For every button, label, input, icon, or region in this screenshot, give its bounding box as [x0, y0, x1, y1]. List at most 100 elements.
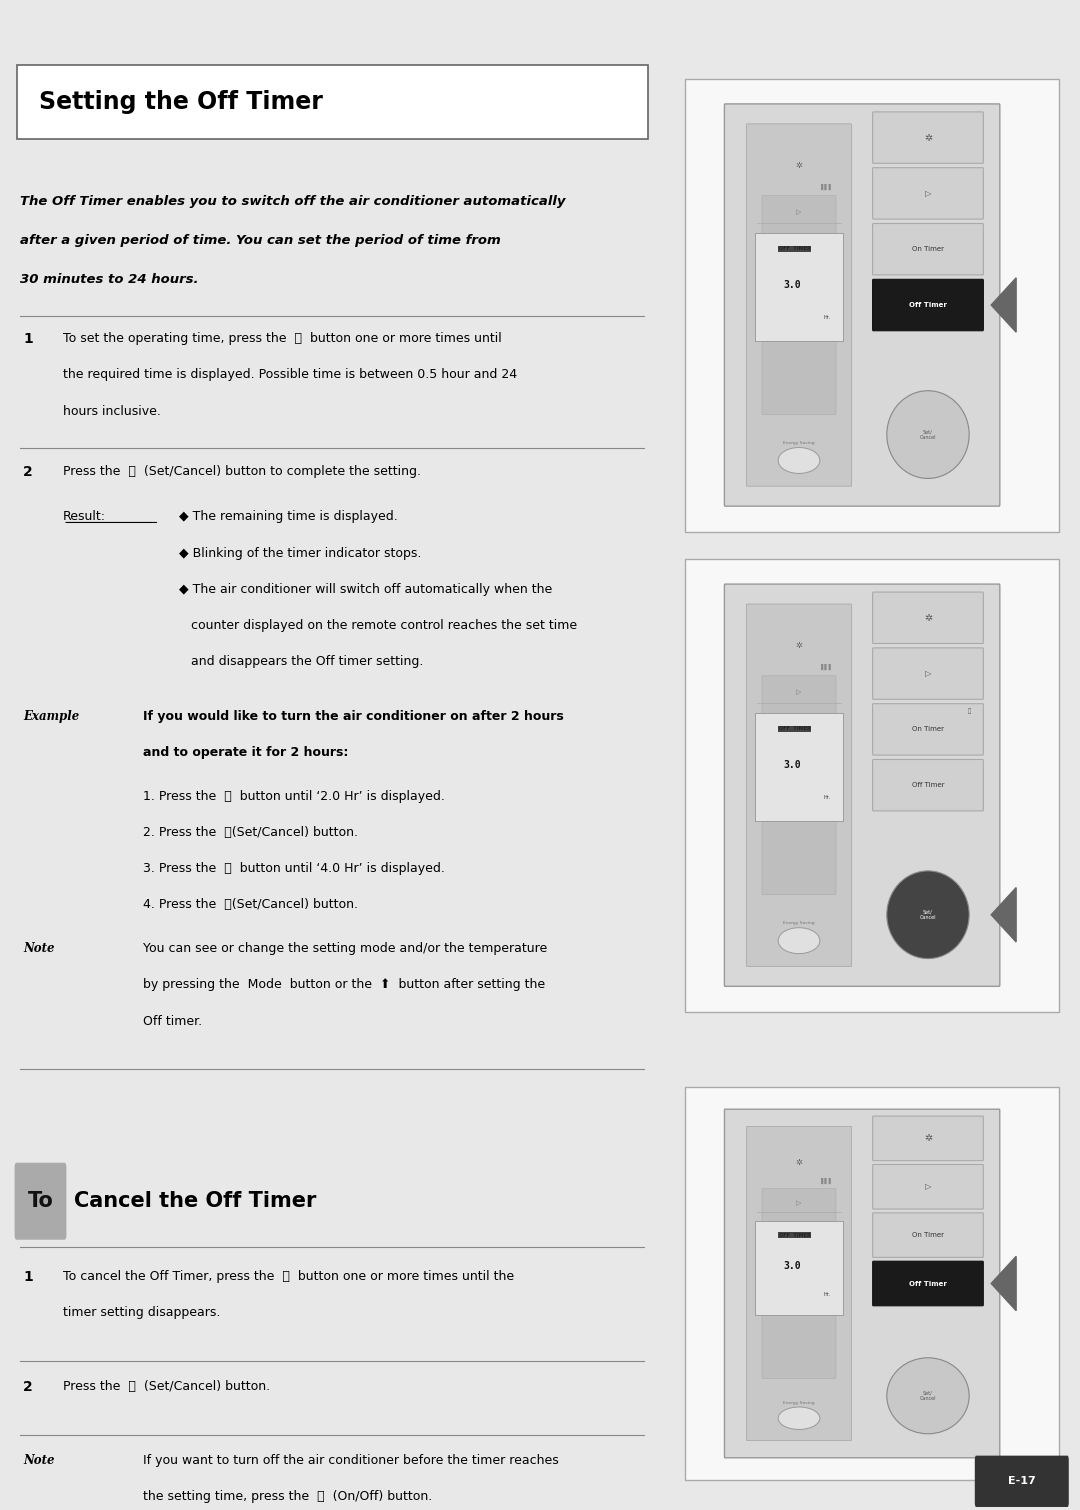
Text: 1. Press the  Ⓘ  button until ‘2.0 Hr’ is displayed.: 1. Press the Ⓘ button until ‘2.0 Hr’ is … [143, 790, 445, 803]
FancyBboxPatch shape [16, 65, 648, 139]
Text: ▷: ▷ [924, 189, 931, 198]
Ellipse shape [887, 1357, 969, 1434]
Text: ▷: ▷ [796, 208, 801, 214]
Text: On Timer: On Timer [912, 246, 944, 252]
Text: 2: 2 [24, 1380, 33, 1394]
Text: Off timer.: Off timer. [143, 1015, 202, 1028]
Text: Example: Example [24, 710, 80, 723]
Text: ✲: ✲ [796, 640, 802, 649]
Text: OFF  TIMER: OFF TIMER [779, 246, 810, 251]
FancyBboxPatch shape [873, 704, 984, 755]
Text: ◆ The remaining time is displayed.: ◆ The remaining time is displayed. [179, 510, 399, 524]
FancyBboxPatch shape [873, 648, 984, 699]
Text: ◆ Blinking of the timer indicator stops.: ◆ Blinking of the timer indicator stops. [179, 547, 421, 560]
Text: and to operate it for 2 hours:: and to operate it for 2 hours: [143, 746, 348, 760]
Bar [755, 1222, 842, 1315]
FancyBboxPatch shape [725, 584, 1000, 986]
Text: ◆ The air conditioner will switch off automatically when the: ◆ The air conditioner will switch off au… [179, 583, 553, 596]
FancyBboxPatch shape [873, 1213, 983, 1258]
FancyBboxPatch shape [725, 1110, 1000, 1457]
FancyBboxPatch shape [873, 592, 984, 643]
FancyBboxPatch shape [725, 104, 1000, 506]
Bar [755, 233, 842, 341]
Text: ▐▐▐: ▐▐▐ [819, 184, 832, 190]
Text: ▐▐▐: ▐▐▐ [819, 1178, 832, 1184]
Text: To set the operating time, press the  ⓞ  button one or more times until: To set the operating time, press the ⓞ b… [63, 332, 502, 346]
Text: 4. Press the  ⓬(Set/Cancel) button.: 4. Press the ⓬(Set/Cancel) button. [143, 898, 357, 912]
Text: Off Timer: Off Timer [912, 782, 944, 788]
FancyBboxPatch shape [762, 676, 836, 894]
FancyBboxPatch shape [746, 604, 852, 966]
FancyBboxPatch shape [873, 1164, 983, 1210]
Text: 2. Press the  ⓬(Set/Cancel) button.: 2. Press the ⓬(Set/Cancel) button. [143, 826, 357, 840]
Text: 1: 1 [24, 1270, 33, 1283]
Text: Set/
Cancel: Set/ Cancel [920, 1391, 936, 1401]
Polygon shape [991, 278, 1016, 332]
FancyBboxPatch shape [873, 1116, 983, 1161]
Bar [685, 559, 1059, 1012]
FancyBboxPatch shape [873, 279, 984, 331]
Text: 3. Press the  ⓞ  button until ‘4.0 Hr’ is displayed.: 3. Press the ⓞ button until ‘4.0 Hr’ is … [143, 862, 445, 876]
FancyBboxPatch shape [746, 1126, 851, 1441]
Text: Energy Saving: Energy Saving [783, 1401, 814, 1406]
Text: Energy Saving: Energy Saving [783, 921, 814, 926]
Text: Energy Saving: Energy Saving [783, 441, 814, 445]
Text: and disappears the Off timer setting.: and disappears the Off timer setting. [179, 655, 423, 669]
FancyBboxPatch shape [873, 1261, 983, 1306]
Text: Setting the Off Timer: Setting the Off Timer [39, 91, 323, 113]
Text: Set/
Cancel: Set/ Cancel [920, 909, 936, 920]
Text: Cancel the Off Timer: Cancel the Off Timer [75, 1191, 316, 1211]
Text: 30 minutes to 24 hours.: 30 minutes to 24 hours. [19, 273, 199, 287]
Ellipse shape [779, 927, 820, 954]
FancyBboxPatch shape [873, 168, 984, 219]
Text: ⏱: ⏱ [968, 708, 971, 714]
FancyBboxPatch shape [873, 760, 984, 811]
Text: Hr.: Hr. [824, 1291, 831, 1297]
Text: The Off Timer enables you to switch off the air conditioner automatically: The Off Timer enables you to switch off … [19, 195, 566, 208]
Text: ▷: ▷ [796, 689, 801, 695]
FancyBboxPatch shape [15, 1163, 67, 1240]
Text: ✲: ✲ [796, 160, 802, 169]
Text: E-17: E-17 [1008, 1477, 1036, 1486]
Text: ✲: ✲ [796, 1158, 802, 1167]
FancyBboxPatch shape [873, 112, 984, 163]
Polygon shape [991, 1256, 1016, 1311]
Text: On Timer: On Timer [912, 1232, 944, 1238]
Text: 3.0: 3.0 [783, 279, 800, 290]
Ellipse shape [887, 871, 969, 959]
Polygon shape [991, 888, 1016, 942]
Text: ✲: ✲ [923, 133, 932, 142]
Text: 2: 2 [24, 465, 33, 479]
Text: Hr.: Hr. [824, 314, 831, 320]
Bar [685, 1087, 1059, 1480]
Text: Press the  ⓬  (Set/Cancel) button to complete the setting.: Press the ⓬ (Set/Cancel) button to compl… [63, 465, 421, 479]
Text: after a given period of time. You can set the period of time from: after a given period of time. You can se… [19, 234, 501, 248]
FancyBboxPatch shape [975, 1456, 1069, 1507]
Text: You can see or change the setting mode and/or the temperature: You can see or change the setting mode a… [143, 942, 548, 956]
Text: On Timer: On Timer [912, 726, 944, 732]
Text: OFF  TIMER: OFF TIMER [779, 1232, 810, 1238]
FancyBboxPatch shape [762, 196, 836, 414]
Text: Off Timer: Off Timer [909, 1280, 947, 1287]
Text: ▷: ▷ [924, 1182, 931, 1191]
Text: timer setting disappears.: timer setting disappears. [63, 1306, 220, 1320]
Text: Hr.: Hr. [824, 794, 831, 800]
Ellipse shape [887, 391, 969, 479]
Text: ✲: ✲ [923, 613, 932, 622]
Text: 3.0: 3.0 [783, 1261, 800, 1271]
Text: ▷: ▷ [796, 1199, 801, 1205]
Text: 3.0: 3.0 [783, 760, 800, 770]
Text: 1: 1 [24, 332, 33, 346]
Text: Result:: Result: [63, 510, 106, 524]
Ellipse shape [779, 447, 820, 474]
Bar [685, 79, 1059, 532]
Text: OFF  TIMER: OFF TIMER [779, 726, 810, 731]
Text: the required time is displayed. Possible time is between 0.5 hour and 24: the required time is displayed. Possible… [63, 368, 517, 382]
Text: counter displayed on the remote control reaches the set time: counter displayed on the remote control … [179, 619, 578, 633]
Text: ✲: ✲ [923, 1134, 932, 1143]
Text: If you would like to turn the air conditioner on after 2 hours: If you would like to turn the air condit… [143, 710, 564, 723]
Text: by pressing the  Mode  button or the  ⬆  button after setting the: by pressing the Mode button or the ⬆ but… [143, 978, 545, 992]
Text: To: To [28, 1191, 53, 1211]
Ellipse shape [779, 1407, 820, 1430]
FancyBboxPatch shape [746, 124, 852, 486]
